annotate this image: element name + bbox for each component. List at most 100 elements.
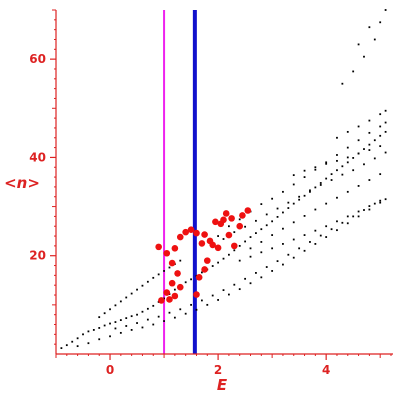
x-axis-label: E (217, 376, 228, 394)
data-point-black (249, 282, 252, 285)
data-point-black (233, 231, 236, 234)
data-point-black (249, 247, 252, 250)
data-point-black (130, 315, 133, 318)
data-point-black (119, 331, 122, 334)
data-point-black (298, 195, 301, 198)
data-point-black (184, 312, 187, 315)
data-point-black (357, 152, 360, 155)
data-point-black (255, 272, 257, 274)
data-point-black (168, 311, 171, 314)
data-point-black (265, 266, 268, 268)
data-point-black (190, 303, 192, 306)
data-point-black (363, 209, 365, 211)
data-point-black (217, 235, 219, 237)
data-point-black (222, 238, 225, 240)
data-point-black (336, 169, 338, 172)
data-point-red (163, 249, 171, 257)
data-point-black (325, 161, 328, 164)
data-point-black (200, 299, 203, 302)
data-point-black (357, 139, 360, 142)
data-point-black (249, 236, 252, 238)
data-point-black (379, 134, 382, 137)
data-point-black (341, 82, 344, 85)
data-point-black (222, 289, 225, 292)
series-red (155, 207, 252, 304)
data-point-black (357, 125, 360, 128)
data-point-red (214, 244, 222, 252)
data-point-black (271, 197, 274, 200)
data-point-black (211, 294, 214, 297)
data-point-black (352, 70, 355, 73)
data-point-red (176, 283, 184, 291)
data-point-black (184, 281, 187, 284)
data-point-red (228, 215, 235, 222)
data-point-black (373, 157, 376, 160)
data-point-red (222, 210, 230, 217)
data-point-black (233, 283, 236, 286)
data-point-black (152, 323, 155, 326)
data-point-black (265, 224, 268, 227)
data-point-red (201, 231, 208, 238)
data-point-black (282, 243, 284, 245)
y-tick-label: 60 (29, 52, 46, 66)
data-point-black (341, 221, 344, 224)
data-point-black (82, 333, 84, 336)
data-point-black (146, 318, 149, 321)
data-point-red (201, 266, 208, 273)
data-point-red (206, 237, 214, 245)
data-point-black (346, 161, 349, 164)
data-point-black (114, 304, 117, 307)
data-point-black (319, 234, 322, 237)
data-point-black (157, 273, 160, 276)
data-point-black (282, 227, 284, 230)
data-point-red (176, 233, 184, 241)
y-tick-label: 40 (29, 150, 46, 164)
data-point-black (282, 190, 284, 193)
data-point-black (141, 284, 144, 287)
data-point-black (384, 9, 387, 11)
data-point-black (368, 131, 371, 134)
data-point-black (368, 143, 371, 146)
data-point-black (303, 234, 306, 236)
data-point-black (346, 222, 349, 225)
data-point-red (168, 279, 176, 287)
data-point-red (220, 216, 227, 224)
data-point-black (260, 251, 263, 254)
data-point-red (168, 259, 176, 267)
data-point-black (357, 210, 360, 213)
data-point-black (71, 340, 74, 343)
data-point-red (203, 257, 211, 264)
data-point-black (141, 326, 144, 329)
data-point-black (260, 276, 263, 279)
data-point-black (336, 229, 338, 232)
data-point-black (368, 208, 371, 211)
data-point-black (298, 247, 301, 250)
data-point-black (319, 182, 322, 184)
data-point-black (228, 225, 230, 228)
data-point-black (271, 247, 274, 250)
data-point-black (190, 278, 192, 281)
data-point-red (182, 228, 189, 236)
data-point-black (303, 169, 306, 172)
data-point-black (276, 215, 279, 218)
data-point-black (141, 310, 144, 313)
data-point-black (163, 297, 165, 300)
data-point-black (146, 280, 149, 283)
data-point-black (346, 190, 349, 193)
data-point-black (346, 156, 349, 159)
data-point-black (303, 249, 306, 252)
data-point-red (244, 207, 252, 214)
y-axis-label: <n> (4, 174, 40, 192)
data-point-black (341, 165, 344, 168)
data-point-black (217, 299, 219, 301)
data-point-black (244, 240, 247, 243)
data-point-red (239, 212, 246, 219)
data-point-red (187, 226, 195, 233)
data-point-black (357, 185, 360, 187)
data-point-black (287, 253, 290, 256)
data-point-black (173, 288, 176, 291)
data-point-black (314, 166, 317, 169)
data-point-black (373, 202, 376, 205)
data-point-black (336, 136, 338, 139)
data-point-black (379, 21, 382, 24)
